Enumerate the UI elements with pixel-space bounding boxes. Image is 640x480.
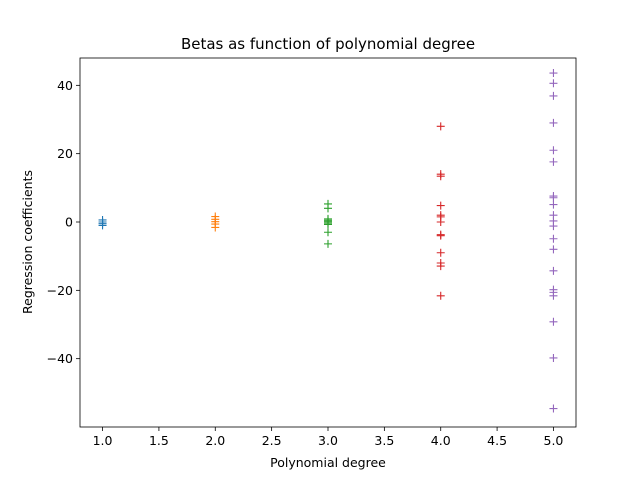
data-point-degree-4-1 <box>436 122 445 131</box>
y-tick-label-3: 0 <box>65 215 73 230</box>
data-point-degree-4-9 <box>436 231 445 240</box>
x-tick-label-7: 4.0 <box>431 433 451 448</box>
y-tick-label-5: 40 <box>57 78 73 93</box>
x-tick-label-4: 2.5 <box>262 433 282 448</box>
data-point-degree-5-5 <box>549 146 558 155</box>
data-point-degree-5-4 <box>549 118 558 127</box>
y-tick-label-2: −20 <box>47 283 73 298</box>
x-tick-label-1: 1.0 <box>93 433 113 448</box>
data-point-degree-5-2 <box>549 79 558 88</box>
x-tick-label-3: 2.0 <box>205 433 225 448</box>
data-point-degree-5-13 <box>549 234 558 243</box>
data-point-degree-4-4 <box>436 201 445 210</box>
data-point-degree-4-10 <box>436 248 445 257</box>
x-tick-label-5: 3.0 <box>318 433 338 448</box>
data-point-degree-3-7 <box>324 220 332 229</box>
data-point-degree-3-8 <box>324 228 332 237</box>
data-point-degree-5-12 <box>549 222 558 231</box>
chart-title: Betas as function of polynomial degree <box>181 35 475 53</box>
data-point-degree-5-1 <box>549 69 558 78</box>
data-point-degree-5-20 <box>549 353 558 362</box>
data-point-degree-3-9 <box>324 239 332 248</box>
data-point-degree-5-6 <box>549 157 558 166</box>
data-point-degree-1-4 <box>98 221 107 230</box>
data-point-degree-5-18 <box>549 291 558 300</box>
y-tick-label-1: −40 <box>47 351 73 366</box>
data-point-degree-2-5 <box>211 223 220 232</box>
x-tick-label-8: 4.5 <box>487 433 507 448</box>
x-tick-label-9: 5.0 <box>544 433 564 448</box>
data-point-degree-5-8 <box>549 193 558 202</box>
data-point-degree-4-7 <box>436 218 445 226</box>
x-axis-title: Polynomial degree <box>270 455 386 470</box>
data-point-degree-5-14 <box>549 245 558 254</box>
x-tick-label-2: 1.5 <box>149 433 169 448</box>
data-point-degree-5-19 <box>549 317 558 326</box>
data-point-degree-5-9 <box>549 200 558 209</box>
y-tick-label-4: 20 <box>57 146 73 161</box>
plot-area: 1.0 1.5 2.0 2.5 3.0 3.5 4.0 4.5 5.0 −40 −20 0 20 40 <box>47 57 577 448</box>
x-tick-label-6: 3.5 <box>374 433 394 448</box>
data-point-degree-4-12 <box>436 262 445 271</box>
data-point-degree-5-21 <box>549 404 558 413</box>
data-point-degree-4-3 <box>436 172 445 181</box>
data-point-degree-4-13 <box>436 291 445 300</box>
data-point-degree-5-3 <box>549 91 558 100</box>
y-axis-title: Regression coefficients <box>20 170 35 314</box>
data-point-degree-3-2 <box>324 204 332 213</box>
data-point-degree-5-15 <box>549 266 558 275</box>
